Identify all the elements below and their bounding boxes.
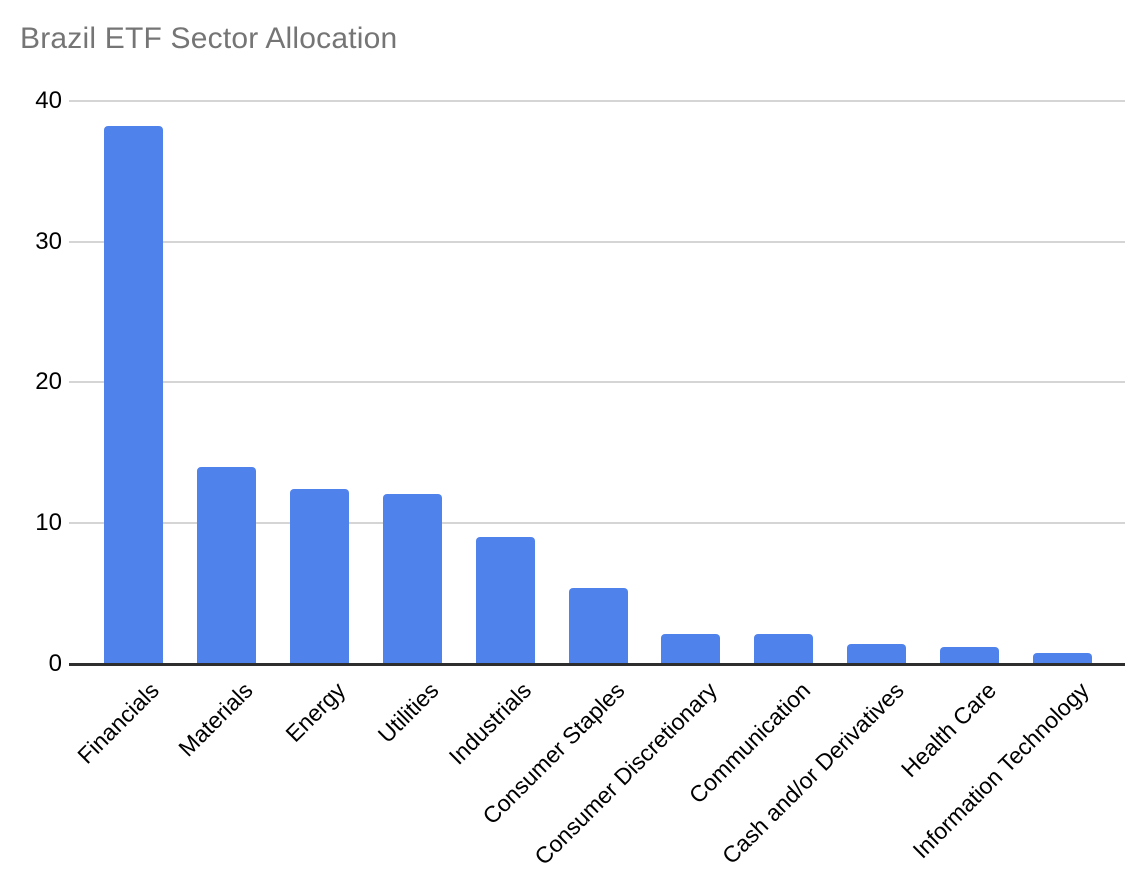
x-axis-label-industrials: Industrials (443, 677, 537, 770)
gridline-30 (69, 240, 1125, 243)
y-axis-tick-label-40: 40 (35, 87, 62, 114)
y-axis-tick-label-0: 0 (48, 650, 62, 677)
bar-consumer-staples (569, 588, 628, 664)
y-axis-tick-label-10: 10 (35, 509, 62, 536)
bar-utilities (383, 494, 442, 664)
x-axis-label-utilities: Utilities (372, 677, 444, 748)
x-axis-label-consumer-discretionary: Consumer Discretionary (529, 677, 723, 870)
x-axis-line (69, 663, 1125, 666)
bar-cash-and-or-derivatives (847, 644, 906, 664)
y-axis-tick-label-30: 30 (35, 228, 62, 255)
bar-health-care (940, 647, 999, 664)
x-axis-label-financials: Financials (72, 677, 165, 769)
bar-financials (104, 126, 163, 664)
x-axis-label-cash-and-or-derivatives: Cash and/or Derivatives (716, 677, 909, 869)
y-axis-tick-label-20: 20 (35, 368, 62, 395)
bar-industrials (476, 537, 535, 664)
x-axis-label-materials: Materials (173, 677, 258, 762)
gridline-40 (69, 99, 1125, 102)
x-axis-label-information-technology: Information Technology (907, 677, 1094, 864)
bar-information-technology (1033, 653, 1092, 664)
bar-consumer-discretionary (661, 634, 720, 664)
x-axis-label-energy: Energy (280, 677, 351, 747)
chart-title: Brazil ETF Sector Allocation (20, 22, 398, 55)
bar-communication (754, 634, 813, 664)
bar-energy (290, 489, 349, 664)
bar-materials (197, 467, 256, 664)
gridline-20 (69, 381, 1125, 384)
gridline-10 (69, 522, 1125, 525)
